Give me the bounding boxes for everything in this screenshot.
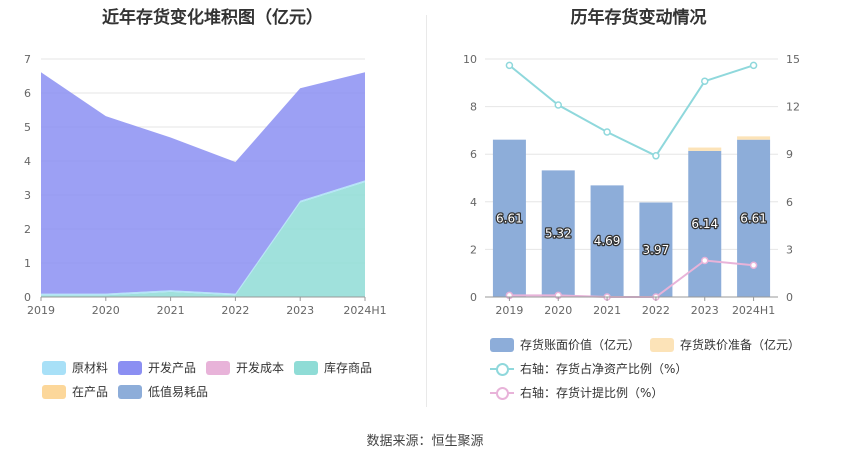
legend-label: 低值易耗品 — [148, 385, 209, 399]
legend-item-low-value-consumables[interactable]: 低值易耗品 — [118, 383, 208, 400]
y-right-tick-label: 9 — [786, 148, 793, 161]
y-right-tick-label: 15 — [786, 53, 800, 66]
bar-impairment — [737, 136, 771, 140]
legend-item-development-cost[interactable]: 开发成本 — [206, 359, 284, 376]
x-tick-label: 2020 — [92, 304, 120, 317]
data-source: 数据来源：恒生聚源 — [366, 434, 484, 449]
bar-data-label: 6.61 — [496, 211, 523, 225]
legend-label: 在产品 — [72, 385, 109, 399]
legend-swatch — [42, 384, 66, 399]
line-ratio-net-assets — [508, 64, 754, 158]
point-ratio-net-assets — [701, 77, 709, 85]
y-tick-label: 4 — [24, 155, 31, 168]
legend-swatch — [206, 360, 230, 375]
y-tick-label: 1 — [24, 257, 31, 270]
y-left-tick-label: 4 — [470, 196, 477, 209]
legend-line-marker — [490, 386, 514, 400]
point-ratio-net-assets — [652, 152, 660, 160]
point-provision-ratio — [749, 261, 758, 270]
legend-swatch — [294, 360, 318, 375]
legend-item-impairment[interactable]: 存货跌价准备（亿元） — [650, 336, 800, 353]
point-provision-ratio — [701, 256, 709, 265]
y-tick-label: 7 — [24, 53, 31, 66]
y-tick-label: 5 — [24, 121, 31, 134]
x-tick-label: 2019 — [495, 304, 523, 317]
y-right-tick-label: 0 — [786, 291, 793, 304]
legend-swatch — [42, 360, 66, 375]
point-ratio-net-assets — [603, 128, 611, 136]
legend-swatch — [490, 337, 514, 352]
x-tick-label: 2024H1 — [732, 304, 775, 317]
y-left-tick-label: 10 — [463, 53, 477, 66]
legend-item-raw-material[interactable]: 原材料 — [42, 359, 108, 376]
area-库存商品 — [41, 182, 365, 297]
legend-label: 原材料 — [72, 361, 109, 375]
legend-item-developed-products[interactable]: 开发产品 — [118, 359, 196, 376]
area-原材料 — [41, 180, 365, 296]
y-right-tick-label: 6 — [786, 196, 793, 209]
area-开发产品 — [41, 72, 365, 294]
bar-book-value — [590, 185, 624, 297]
legend-label: 开发成本 — [236, 361, 285, 375]
bar-data-label: 3.97 — [643, 243, 670, 257]
legend-item-wip[interactable]: 在产品 — [42, 383, 108, 400]
legend-item-ratio-net-assets[interactable]: 右轴：存货占净资产比例（%） — [490, 360, 687, 377]
y-right-tick-label: 12 — [786, 101, 800, 114]
y-tick-label: 0 — [24, 291, 31, 304]
bar-data-label: 4.69 — [594, 234, 621, 248]
legend-label: 开发产品 — [148, 361, 197, 375]
legend-item-book-value[interactable]: 存货账面价值（亿元） — [490, 336, 640, 353]
y-tick-label: 3 — [24, 189, 31, 202]
right-chart-title: 历年存货变动情况 — [570, 8, 707, 28]
bar-book-value — [688, 150, 722, 297]
bar-impairment — [688, 147, 722, 151]
bar-data-label: 6.61 — [740, 211, 767, 225]
bar-book-value — [737, 139, 771, 297]
x-tick-label: 2022 — [221, 304, 249, 317]
bar-data-label: 5.32 — [545, 227, 572, 241]
legend-label: 右轴：存货占净资产比例（%） — [520, 362, 688, 376]
legend-label: 库存商品 — [324, 361, 373, 375]
legend-swatch — [118, 360, 142, 375]
point-ratio-net-assets — [554, 101, 562, 109]
x-tick-label: 2022 — [642, 304, 670, 317]
x-tick-label: 2023 — [286, 304, 314, 317]
x-tick-label: 2023 — [691, 304, 719, 317]
y-left-tick-label: 6 — [470, 148, 477, 161]
legend-line-marker — [490, 362, 514, 376]
bar-book-value — [541, 170, 575, 297]
y-right-tick-label: 3 — [786, 243, 793, 256]
legend-item-inventory-goods[interactable]: 库存商品 — [294, 359, 372, 376]
legend-label: 存货跌价准备（亿元） — [680, 338, 801, 352]
x-tick-label: 2020 — [544, 304, 572, 317]
legend-swatch — [118, 384, 142, 399]
y-tick-label: 6 — [24, 87, 31, 100]
y-left-tick-label: 2 — [470, 243, 477, 256]
y-left-tick-label: 0 — [470, 291, 477, 304]
point-ratio-net-assets — [505, 61, 514, 70]
legend-label: 存货账面价值（亿元） — [520, 338, 641, 352]
bar-data-label: 6.14 — [691, 217, 718, 231]
y-left-tick-label: 8 — [470, 101, 477, 114]
x-tick-label: 2021 — [157, 304, 185, 317]
legend-item-provision-ratio[interactable]: 右轴：存货计提比例（%） — [490, 384, 663, 401]
x-tick-label: 2024H1 — [343, 304, 386, 317]
y-tick-label: 2 — [24, 223, 31, 236]
legend-swatch — [650, 337, 674, 352]
bar-book-value — [492, 139, 526, 297]
left-chart-title: 近年存货变化堆积图（亿元） — [102, 8, 323, 28]
bar-book-value — [639, 202, 673, 297]
x-tick-label: 2019 — [27, 304, 55, 317]
x-tick-label: 2021 — [593, 304, 621, 317]
panel-divider — [426, 15, 427, 407]
legend-label: 右轴：存货计提比例（%） — [520, 386, 664, 400]
point-ratio-net-assets — [749, 61, 758, 70]
